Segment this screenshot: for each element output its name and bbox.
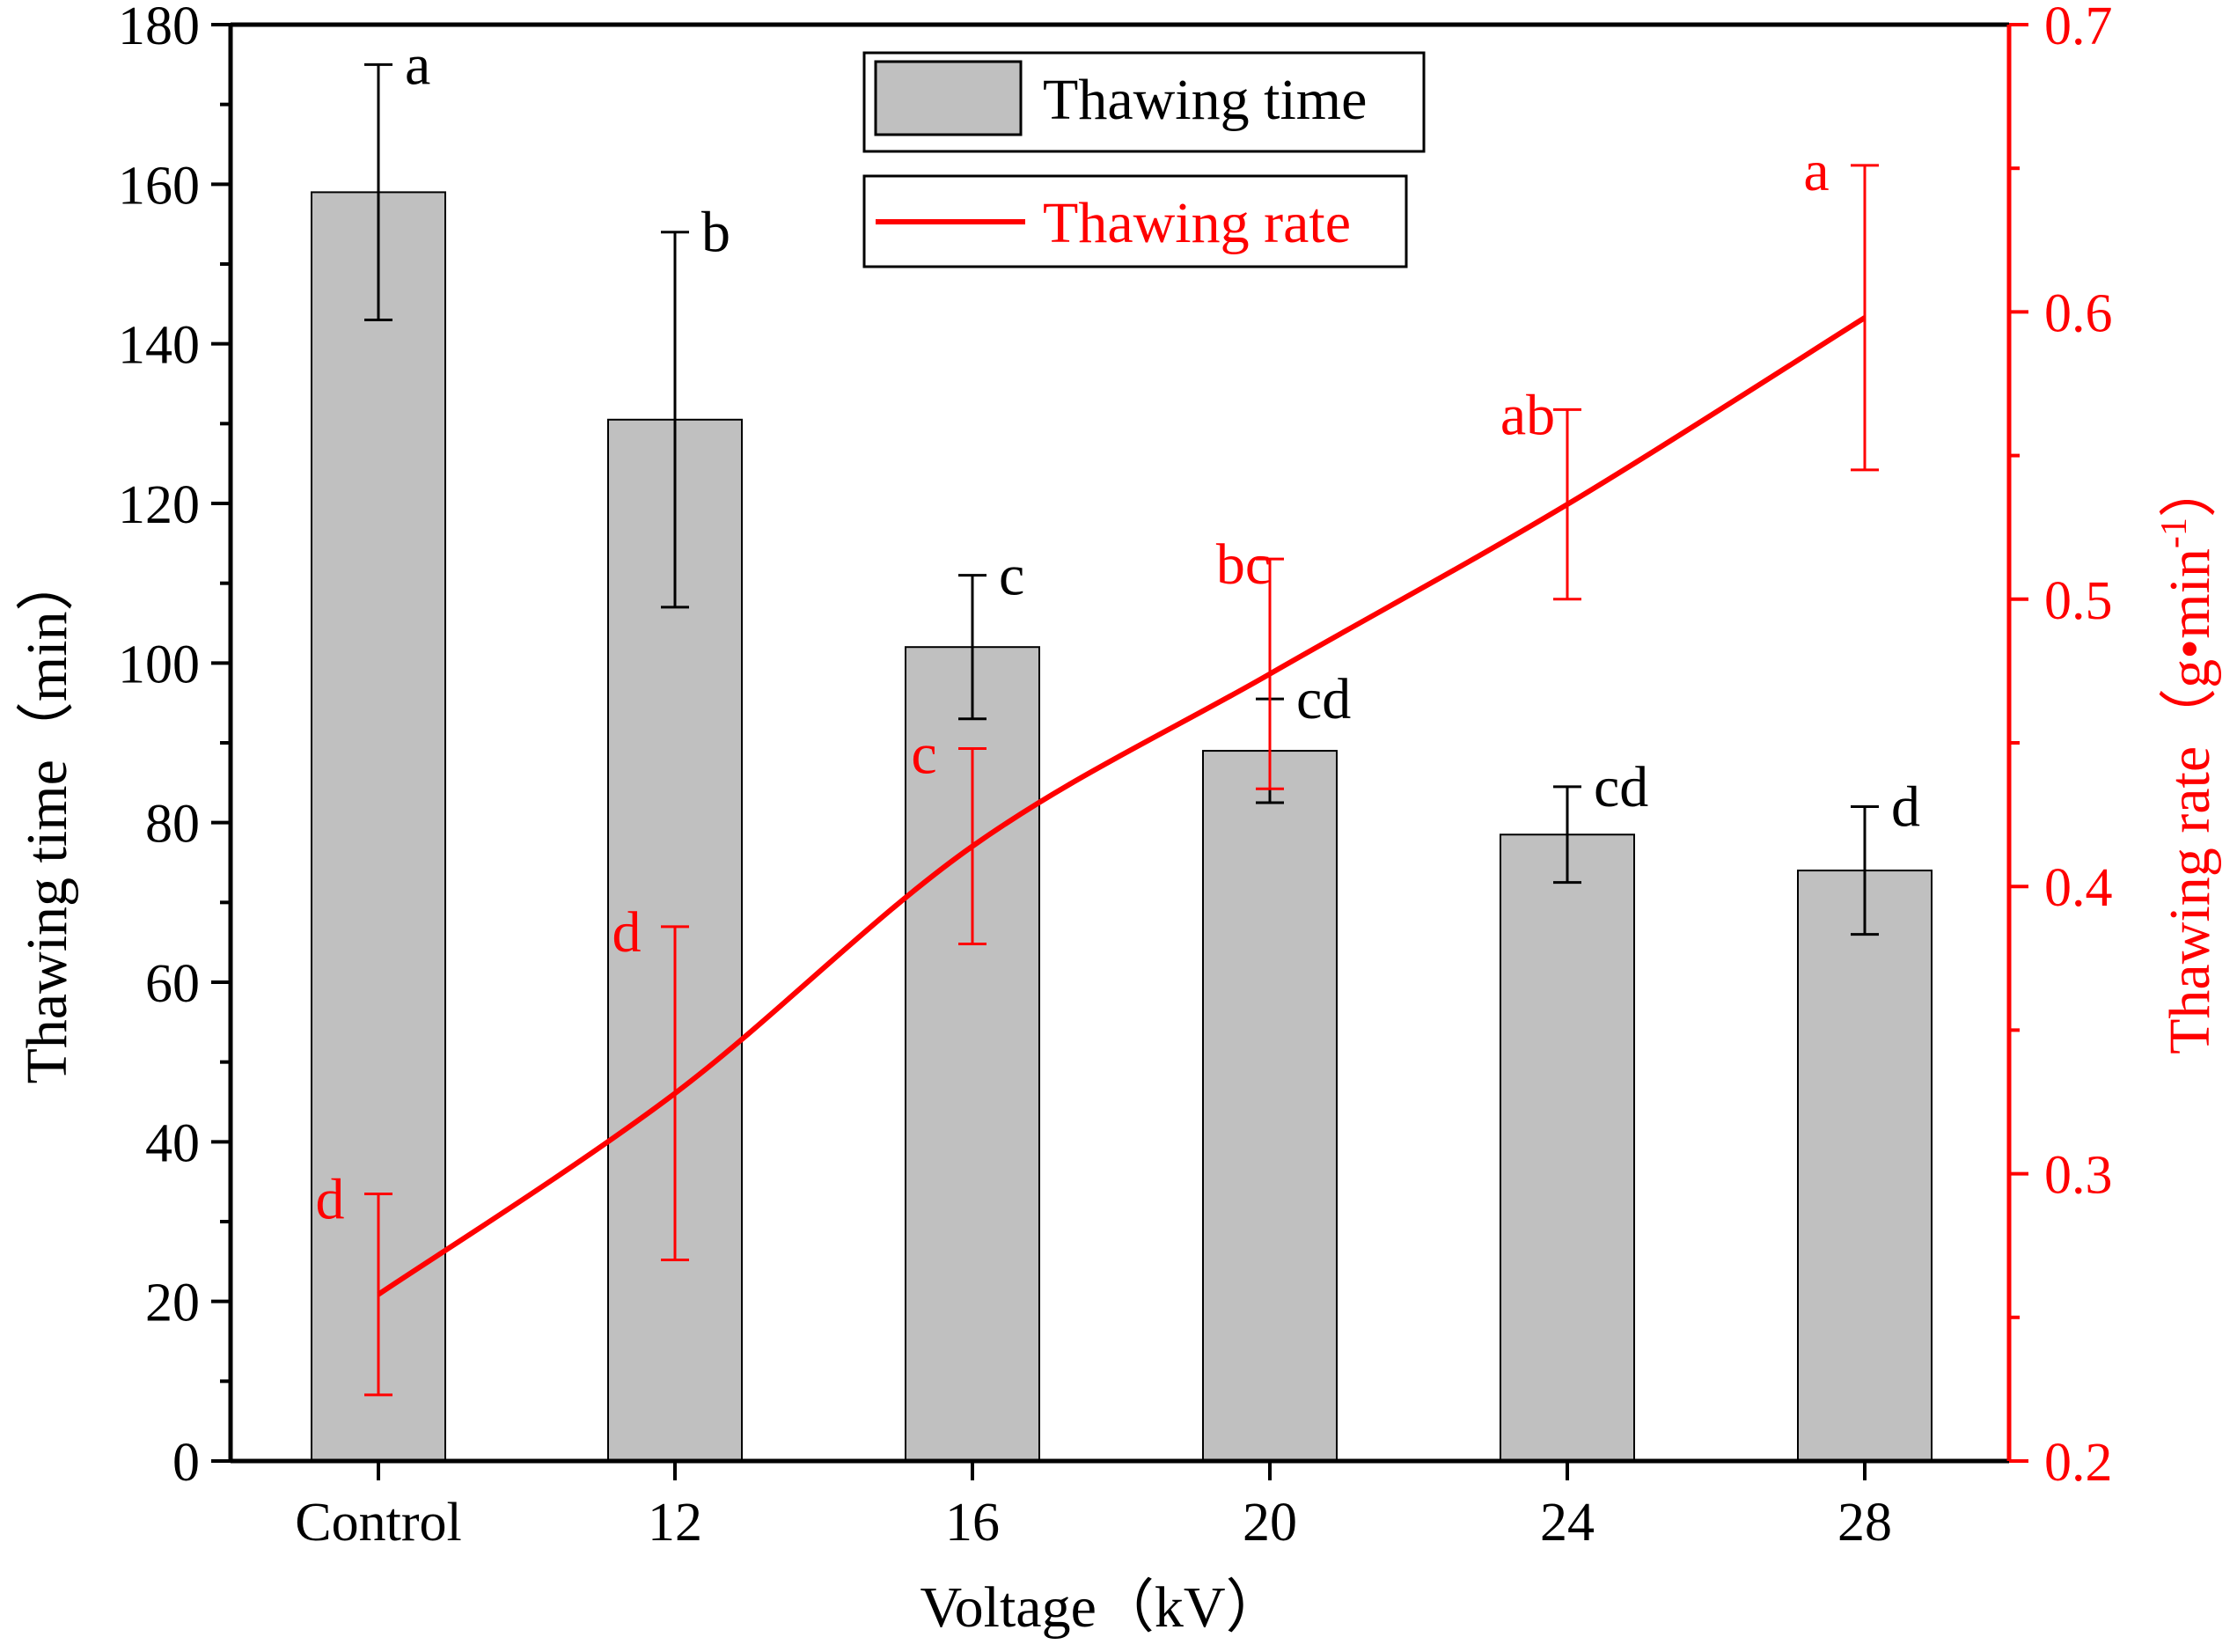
y-right-tick-label: 0.5 [2044, 571, 2113, 631]
x-tick-label: 28 [1837, 1493, 1892, 1553]
y-left-tick-label: 160 [118, 156, 200, 216]
rate-significance-letter: a [1803, 139, 1829, 203]
rate-significance-letter: d [612, 900, 642, 965]
rate-significance-letter: d [316, 1167, 345, 1231]
x-axis-title: Voltage（kV） [920, 1575, 1283, 1640]
y-left-tick-label: 180 [118, 0, 200, 56]
legend-bar-label: Thawing time [1043, 68, 1367, 132]
x-tick-label: 20 [1243, 1493, 1297, 1553]
y-left-tick-label: 20 [145, 1274, 200, 1333]
y-left-tick-label: 60 [145, 954, 200, 1014]
y-left-axis-title: Thawing time（min） [15, 553, 79, 1083]
y-right-tick-label: 0.3 [2044, 1146, 2113, 1206]
y-left-tick-label: 120 [118, 475, 200, 535]
legend: Thawing time Thawing rate [862, 51, 1426, 268]
bar-significance-letter: b [701, 201, 730, 265]
bar-significance-letter: a [405, 33, 430, 97]
rate-significance-letter: ab [1500, 383, 1555, 447]
x-tick-label: 24 [1540, 1493, 1595, 1553]
y-right-tick-label: 0.6 [2044, 283, 2113, 343]
y-left-tick-label: 100 [118, 635, 200, 694]
y-right-tick-label: 0.7 [2044, 0, 2113, 56]
x-tick-label: Control [295, 1493, 461, 1553]
y-right-axis-title-main: Thawing rate（g•min [2158, 548, 2222, 1054]
bar-significance-letter: cd [1594, 755, 1648, 819]
bar [1797, 870, 1933, 1462]
y-right-axis-title-close: ） [2158, 459, 2222, 518]
bars-layer [311, 62, 1933, 1462]
bar-significance-letter: cd [1296, 667, 1351, 731]
y-left-tick-label: 40 [145, 1113, 200, 1173]
y-right-axis-title-superscript: -1 [2154, 518, 2195, 548]
rate-significance-letter: c [911, 723, 936, 787]
y-left-tick-label: 0 [172, 1433, 200, 1493]
bar [1202, 750, 1338, 1462]
bar [1500, 833, 1635, 1462]
line-layer [364, 164, 1879, 1397]
axes-layer: 0 20 40 60 80 100 120 140 160 180 0.2 0.3 0.4 0.5 0.6 0… [118, 0, 2113, 1553]
bar-significance-letter: c [999, 544, 1024, 608]
y-right-axis-title: Thawing rate（g•min-1） [2154, 459, 2222, 1054]
y-left-tick-label: 140 [118, 316, 200, 376]
x-tick-label: 12 [648, 1493, 702, 1553]
rate-significance-letter: bc [1216, 532, 1271, 597]
rate-line [377, 315, 1867, 1297]
y-right-tick-label: 0.2 [2044, 1433, 2113, 1493]
x-tick-label: 16 [945, 1493, 1000, 1553]
y-right-tick-label: 0.4 [2044, 858, 2113, 918]
legend-line-label: Thawing rate [1043, 191, 1351, 255]
y-left-tick-label: 80 [145, 795, 200, 855]
bar-significance-letter: d [1891, 775, 1920, 840]
legend-bar-swatch [874, 60, 1023, 136]
